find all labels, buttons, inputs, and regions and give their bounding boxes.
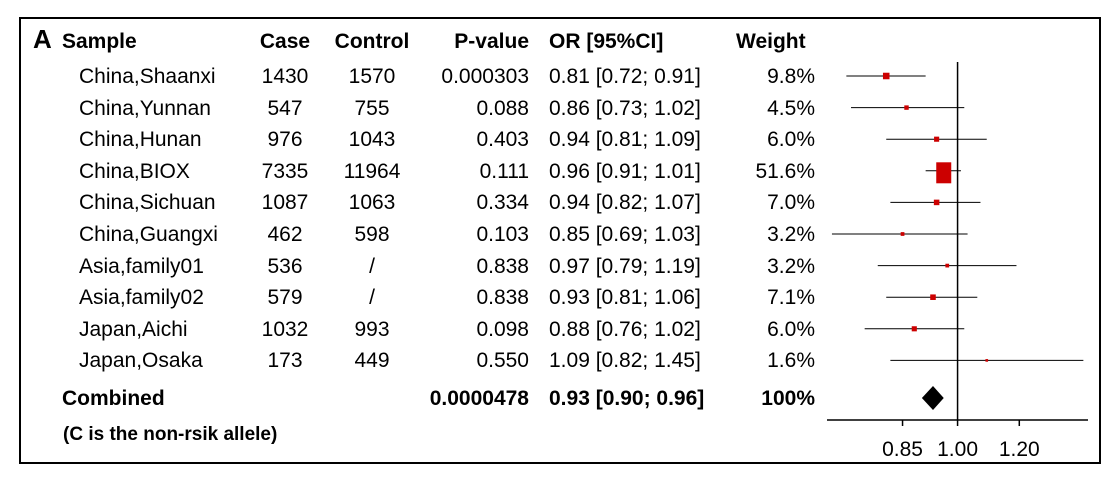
- allele-note: (C is the non-rsik allele): [63, 424, 278, 445]
- row-case: 1430: [261, 65, 309, 88]
- combined-weight: 100%: [761, 387, 815, 410]
- row-sample: China,BIOX: [79, 159, 190, 183]
- row-sample: China,Shaanxi: [79, 65, 216, 88]
- row-control: 755: [354, 96, 390, 120]
- row-pvalue: 0.403: [476, 128, 529, 152]
- row-weight: 4.5%: [767, 96, 815, 120]
- panel-label: A: [33, 24, 52, 54]
- row-control: 1570: [348, 65, 396, 88]
- row-or: 0.94 [0.81; 1.09]: [549, 128, 701, 152]
- row-pvalue: 0.098: [476, 317, 529, 341]
- row-control: 993: [354, 317, 390, 341]
- row-weight: 9.8%: [767, 65, 815, 88]
- combined-diamond: [921, 386, 944, 410]
- row-control: 1063: [348, 191, 396, 215]
- row-sample: Japan,Osaka: [79, 349, 203, 373]
- header-sample: Sample: [62, 30, 137, 53]
- row-pvalue: 0.103: [476, 223, 529, 246]
- row-control: /: [369, 286, 375, 310]
- point-estimate: [904, 105, 909, 110]
- row-sample: China,Hunan: [79, 128, 202, 152]
- row-weight: 7.1%: [767, 286, 815, 310]
- combined-pvalue: 0.0000478: [429, 387, 529, 410]
- figure-frame: [19, 17, 1101, 464]
- row-weight: 51.6%: [755, 159, 815, 183]
- row-pvalue: 0.334: [476, 191, 529, 215]
- row-or: 0.81 [0.72; 0.91]: [549, 65, 701, 88]
- point-estimate: [911, 326, 917, 332]
- row-control: 449: [354, 349, 390, 373]
- row-pvalue: 0.838: [476, 286, 529, 310]
- row-or: 0.85 [0.69; 1.03]: [549, 223, 701, 246]
- row-or: 0.93 [0.81; 1.06]: [549, 286, 701, 310]
- row-pvalue: 0.550: [476, 349, 529, 373]
- row-weight: 3.2%: [767, 223, 815, 246]
- point-estimate: [882, 72, 890, 80]
- x-tick-label: 1.00: [937, 438, 978, 461]
- row-sample: China,Sichuan: [79, 191, 216, 215]
- combined-label: Combined: [62, 387, 165, 410]
- point-estimate: [930, 294, 936, 300]
- row-sample: Japan,Aichi: [79, 317, 188, 341]
- row-weight: 3.2%: [767, 254, 815, 278]
- row-pvalue: 0.838: [476, 254, 529, 278]
- row-case: 547: [267, 96, 303, 120]
- row-pvalue: 0.088: [476, 96, 529, 120]
- point-estimate: [936, 162, 952, 184]
- row-or: 0.97 [0.79; 1.19]: [549, 254, 701, 278]
- x-tick-label: 0.85: [882, 438, 923, 461]
- row-control: 1043: [348, 128, 396, 152]
- row-case: 1032: [261, 317, 309, 341]
- row-case: 7335: [261, 159, 309, 183]
- row-case: 1087: [261, 191, 309, 215]
- point-estimate: [945, 263, 950, 268]
- row-pvalue: 0.000303: [441, 65, 529, 88]
- row-sample: China,Yunnan: [79, 96, 211, 120]
- row-weight: 6.0%: [767, 317, 815, 341]
- row-sample: Asia,family02: [79, 286, 204, 310]
- point-estimate: [900, 232, 905, 236]
- row-or: 0.96 [0.91; 1.01]: [549, 159, 701, 183]
- header-case: Case: [259, 30, 311, 53]
- x-tick-label: 1.20: [999, 438, 1040, 461]
- row-or: 0.88 [0.76; 1.02]: [549, 317, 701, 341]
- row-case: 173: [267, 349, 303, 373]
- point-estimate: [933, 199, 940, 206]
- row-control: 598: [354, 223, 390, 246]
- row-or: 1.09 [0.82; 1.45]: [549, 349, 701, 373]
- row-pvalue: 0.111: [479, 159, 529, 183]
- row-case: 536: [267, 254, 303, 278]
- row-or: 0.86 [0.73; 1.02]: [549, 96, 701, 120]
- row-weight: 6.0%: [767, 128, 815, 152]
- row-sample: Asia,family01: [79, 254, 204, 278]
- header-weight: Weight: [736, 30, 806, 53]
- row-case: 462: [267, 223, 303, 246]
- header-or: OR [95%CI]: [549, 30, 664, 53]
- combined-or: 0.93 [0.90; 0.96]: [549, 387, 705, 410]
- row-or: 0.94 [0.82; 1.07]: [549, 191, 701, 215]
- header-pvalue: P-value: [454, 30, 529, 53]
- point-estimate: [934, 136, 940, 142]
- row-case: 976: [267, 128, 303, 152]
- row-control: /: [369, 254, 375, 278]
- row-weight: 1.6%: [767, 349, 815, 373]
- row-case: 579: [267, 286, 303, 310]
- row-sample: China,Guangxi: [79, 223, 218, 246]
- row-weight: 7.0%: [767, 191, 815, 215]
- point-estimate: [985, 359, 989, 362]
- header-control: Control: [334, 30, 410, 53]
- row-control: 11964: [343, 159, 401, 183]
